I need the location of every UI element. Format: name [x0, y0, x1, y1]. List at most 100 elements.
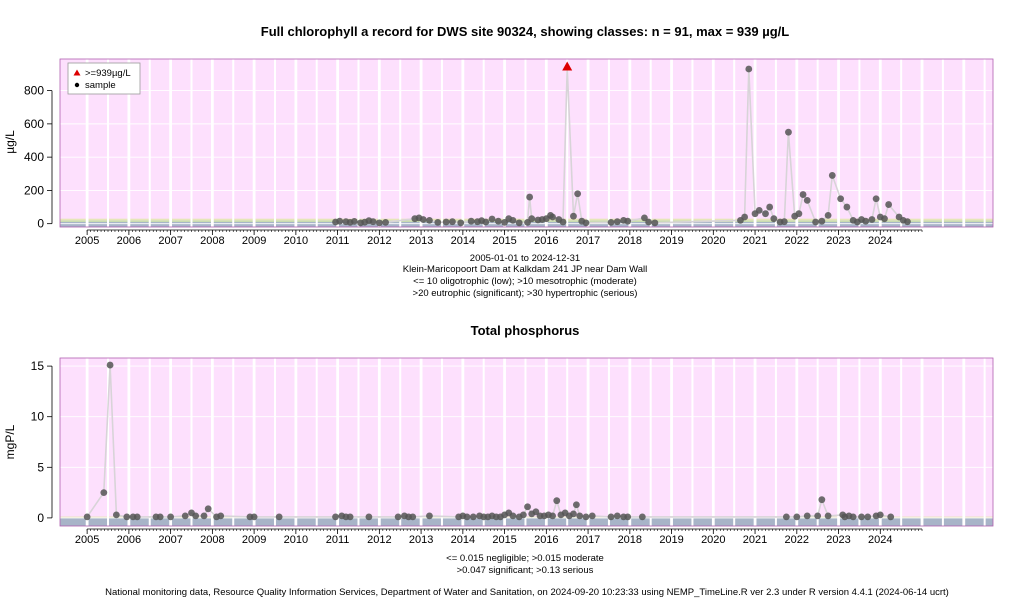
data-point	[837, 195, 845, 203]
y-tick-label: 10	[31, 410, 45, 424]
y-tick-label: 15	[31, 359, 45, 373]
data-point	[904, 218, 911, 226]
data-point	[482, 218, 490, 226]
data-point	[494, 217, 502, 225]
phosphorus-y-axis-label: mgP/L	[3, 424, 17, 459]
data-point	[582, 219, 590, 227]
plot-frame	[59, 58, 994, 228]
plot-background	[60, 59, 993, 227]
data-point	[250, 513, 258, 521]
data-point	[509, 216, 517, 224]
y-tick-label: 800	[24, 84, 44, 98]
data-point	[350, 217, 358, 225]
x-tick-label: 2012	[367, 235, 391, 247]
data-point	[515, 219, 523, 227]
data-point	[824, 211, 832, 219]
data-point	[780, 218, 788, 226]
x-tick-label: 2019	[659, 534, 683, 546]
x-tick-label: 2009	[242, 534, 266, 546]
y-tick-label: 5	[37, 460, 44, 474]
data-point	[613, 218, 621, 226]
x-tick-label: 2014	[451, 235, 475, 247]
data-point	[106, 361, 114, 369]
data-point	[532, 508, 540, 516]
data-point	[576, 512, 584, 520]
data-point	[526, 193, 534, 201]
chlorophyll-note-classes-1: <= 10 oligotrophic (low); >10 mesotrophi…	[413, 276, 637, 287]
x-tick-label: 2024	[868, 534, 892, 546]
data-point	[217, 512, 225, 520]
x-tick-label: 2005	[75, 534, 99, 546]
data-point	[814, 512, 822, 520]
data-point	[469, 513, 477, 521]
data-point	[426, 216, 433, 224]
data-point	[843, 203, 851, 211]
x-tick-label: 2017	[576, 235, 600, 247]
data-point	[365, 513, 373, 521]
data-point	[793, 513, 801, 521]
data-point	[463, 513, 471, 521]
x-tick-label: 2008	[200, 235, 224, 247]
data-point	[394, 513, 402, 521]
data-point	[828, 172, 836, 179]
data-point	[741, 213, 749, 221]
data-point	[382, 218, 390, 226]
x-tick-label: 2010	[284, 235, 308, 247]
data-point	[449, 218, 456, 226]
data-point	[572, 501, 580, 509]
data-point	[426, 512, 433, 520]
data-point	[488, 215, 496, 223]
chlorophyll-note-site: Klein-Maricopoort Dam at Kalkdam 241 JP …	[403, 264, 647, 275]
data-point	[641, 214, 648, 222]
data-point	[528, 215, 536, 223]
data-point	[803, 512, 811, 520]
data-point	[570, 212, 577, 220]
x-tick-label: 2020	[701, 534, 725, 546]
phosphorus-chart-title: Total phosphorus	[471, 323, 580, 338]
x-tick-label: 2016	[534, 534, 558, 546]
data-point	[766, 203, 774, 211]
x-tick-label: 2018	[618, 235, 642, 247]
data-point	[864, 513, 872, 521]
data-point	[442, 218, 450, 226]
data-point	[785, 128, 792, 136]
max-value-marker	[562, 61, 573, 71]
data-point	[872, 195, 880, 203]
data-point	[181, 512, 189, 520]
legend-dot-marker	[74, 82, 80, 88]
x-tick-label: 2007	[158, 534, 182, 546]
data-point	[524, 503, 531, 511]
data-point	[881, 215, 888, 223]
data-point	[112, 511, 120, 519]
x-tick-label: 2022	[785, 534, 809, 546]
data-point	[607, 513, 615, 521]
chlorophyll-y-axis-label: µg/L	[3, 130, 17, 154]
y-tick-label: 400	[24, 150, 44, 164]
data-point	[651, 219, 659, 227]
chlorophyll-note-classes-2: >20 eutrophic (significant); >30 hypertr…	[413, 288, 638, 299]
data-point	[885, 201, 893, 208]
data-point	[553, 497, 561, 505]
data-point	[574, 190, 582, 198]
x-tick-label: 2005	[75, 235, 99, 247]
y-tick-label: 0	[37, 217, 44, 231]
legend-entry-sample: sample	[85, 80, 116, 91]
chlorophyll-note-date-range: 2005-01-01 to 2024-12-31	[470, 253, 580, 264]
y-tick-label: 200	[24, 183, 44, 197]
x-tick-label: 2018	[618, 534, 642, 546]
data-point	[549, 213, 556, 221]
x-tick-label: 2021	[743, 235, 767, 247]
data-point	[336, 217, 344, 225]
data-point	[83, 513, 91, 521]
data-point	[434, 218, 442, 226]
data-point	[887, 513, 895, 521]
data-point	[745, 65, 753, 73]
plot-frame	[59, 357, 994, 527]
data-point	[795, 210, 803, 218]
data-point	[849, 513, 857, 521]
data-point	[812, 218, 819, 226]
data-point	[638, 513, 646, 521]
x-tick-label: 2021	[743, 534, 767, 546]
data-point	[192, 512, 200, 520]
data-point	[467, 217, 475, 225]
